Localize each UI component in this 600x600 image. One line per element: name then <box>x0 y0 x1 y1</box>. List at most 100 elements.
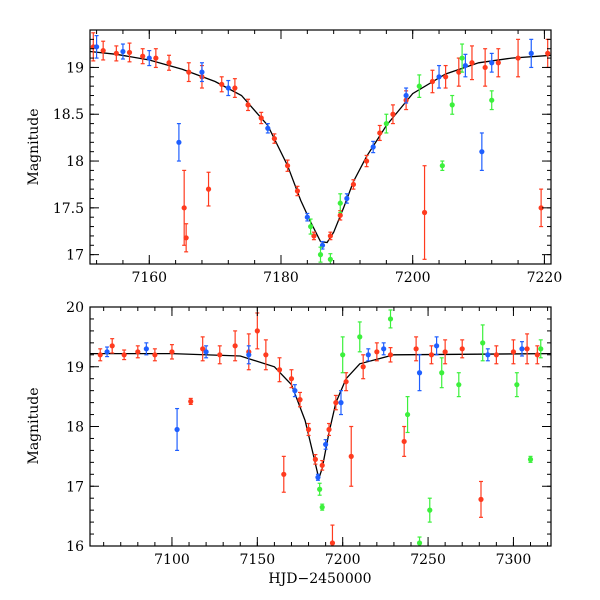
top-red-point-9 <box>186 62 192 83</box>
top-x-tick-label: 7180 <box>263 270 299 286</box>
bottom-red-point-14 <box>281 455 287 493</box>
top-y-tick-label: 17 <box>66 248 84 264</box>
bottom-y-tick-label: 19 <box>66 360 84 376</box>
top-red-point-13 <box>232 78 238 98</box>
top-red-point-27 <box>421 165 428 260</box>
bottom-red-point-21 <box>329 524 336 546</box>
top-blue-point-0 <box>93 35 100 59</box>
bottom-green-point-8 <box>439 357 445 389</box>
bottom-green-point-0 <box>317 482 323 496</box>
top-blue-point-11 <box>403 87 409 104</box>
top-red-point-25 <box>390 104 396 125</box>
top-red-point-24 <box>377 124 383 142</box>
top-x-tick-label: 7160 <box>131 270 167 286</box>
bottom-blue-point-0 <box>104 346 110 358</box>
top-red-point-31 <box>469 45 475 81</box>
bottom-blue-point-13 <box>485 348 491 362</box>
top-red-point-8 <box>183 223 189 253</box>
bottom-red-point-29 <box>413 336 419 362</box>
bottom-blue-point-2 <box>174 407 180 451</box>
top-red-point-30 <box>456 57 462 87</box>
bottom-blue-point-12 <box>434 336 440 356</box>
bottom-y-tick-label: 20 <box>66 300 84 316</box>
bottom-blue-point-8 <box>338 390 344 416</box>
bottom-blue-point-9 <box>365 348 371 362</box>
bottom-red-point-27 <box>387 347 394 363</box>
top-y-tick-label: 17.5 <box>53 201 84 217</box>
bottom-red-point-31 <box>442 339 448 365</box>
bottom-green-point-7 <box>427 497 433 523</box>
bottom-ticks: 7100 7150 7200 7250 7300 16 17 18 19 20 <box>66 300 551 568</box>
top-blue-point-15 <box>489 52 495 73</box>
top-red-point-28 <box>429 69 436 94</box>
top-series-blue <box>93 35 534 250</box>
bottom-red-point-30 <box>428 345 435 365</box>
bottom-red-point-32 <box>459 339 465 359</box>
bottom-red-point-15 <box>288 369 295 389</box>
top-red-point-7 <box>181 169 187 246</box>
top-blue-point-14 <box>479 132 485 171</box>
bottom-red-point-7 <box>200 336 206 362</box>
bottom-red-point-12 <box>263 339 269 371</box>
top-axes-frame <box>89 29 552 265</box>
top-red-point-4 <box>140 48 146 65</box>
bottom-green-point-1 <box>319 503 325 511</box>
bottom-green-point-2 <box>340 336 346 374</box>
bottom-red-point-3 <box>135 345 141 359</box>
bottom-green-point-9 <box>456 372 462 398</box>
bottom-red-point-34 <box>493 345 499 365</box>
bottom-green-point-13 <box>538 339 544 359</box>
top-blue-point-7 <box>304 212 310 222</box>
top-red-point-29 <box>443 64 449 89</box>
top-green-point-6 <box>439 160 445 171</box>
top-blue-point-4 <box>199 62 205 83</box>
bottom-red-point-35 <box>510 339 517 365</box>
bottom-red-point-37 <box>534 345 540 365</box>
bottom-red-point-5 <box>169 344 175 360</box>
bottom-green-point-12 <box>527 455 534 463</box>
top-blue-point-16 <box>528 38 534 69</box>
bottom-red-point-36 <box>524 333 530 365</box>
bottom-series-red <box>97 312 540 546</box>
bottom-blue-point-5 <box>292 384 298 398</box>
bottom-red-point-19 <box>319 459 325 471</box>
top-x-tick-label: 7200 <box>395 270 431 286</box>
top-y-tick-label: 18 <box>66 154 84 170</box>
bottom-model-curve <box>90 352 551 481</box>
top-red-point-3 <box>126 42 133 63</box>
bottom-blue-point-10 <box>381 342 387 356</box>
top-blue-point-13 <box>462 53 468 78</box>
top-red-point-6 <box>166 54 172 71</box>
bottom-y-axis-label: Magnitude <box>26 387 42 464</box>
top-red-point-16 <box>271 133 277 144</box>
top-green-point-0 <box>308 218 314 235</box>
bottom-green-point-5 <box>404 396 411 434</box>
bottom-green-point-11 <box>514 372 520 398</box>
bottom-red-point-4 <box>152 348 158 362</box>
top-red-point-32 <box>482 48 488 87</box>
top-red-point-34 <box>515 38 521 78</box>
bottom-green-point-4 <box>387 309 394 329</box>
top-series-green <box>308 43 495 264</box>
bottom-red-point-33 <box>478 480 484 518</box>
top-ticks: 7160 7180 7200 7220 17 17.5 18 18.5 19 <box>53 29 562 286</box>
top-red-point-5 <box>153 48 159 69</box>
top-red-point-18 <box>294 185 301 197</box>
bottom-green-point-3 <box>357 321 363 353</box>
top-green-point-4 <box>383 113 389 134</box>
top-red-point-11 <box>205 171 212 207</box>
top-red-point-15 <box>258 111 264 125</box>
bottom-green-point-6 <box>416 536 423 546</box>
bottom-x-tick-label: 7250 <box>410 552 446 568</box>
bottom-green-point-10 <box>480 324 486 362</box>
bottom-x-tick-label: 7300 <box>496 552 532 568</box>
bottom-red-point-18 <box>312 453 318 465</box>
bottom-red-point-22 <box>333 394 339 411</box>
top-red-point-35 <box>538 188 544 228</box>
top-blue-point-9 <box>344 193 350 204</box>
bottom-red-point-6 <box>188 397 194 405</box>
bottom-blue-point-1 <box>143 342 149 356</box>
bottom-red-point-8 <box>217 345 223 365</box>
bottom-red-point-28 <box>401 425 407 457</box>
